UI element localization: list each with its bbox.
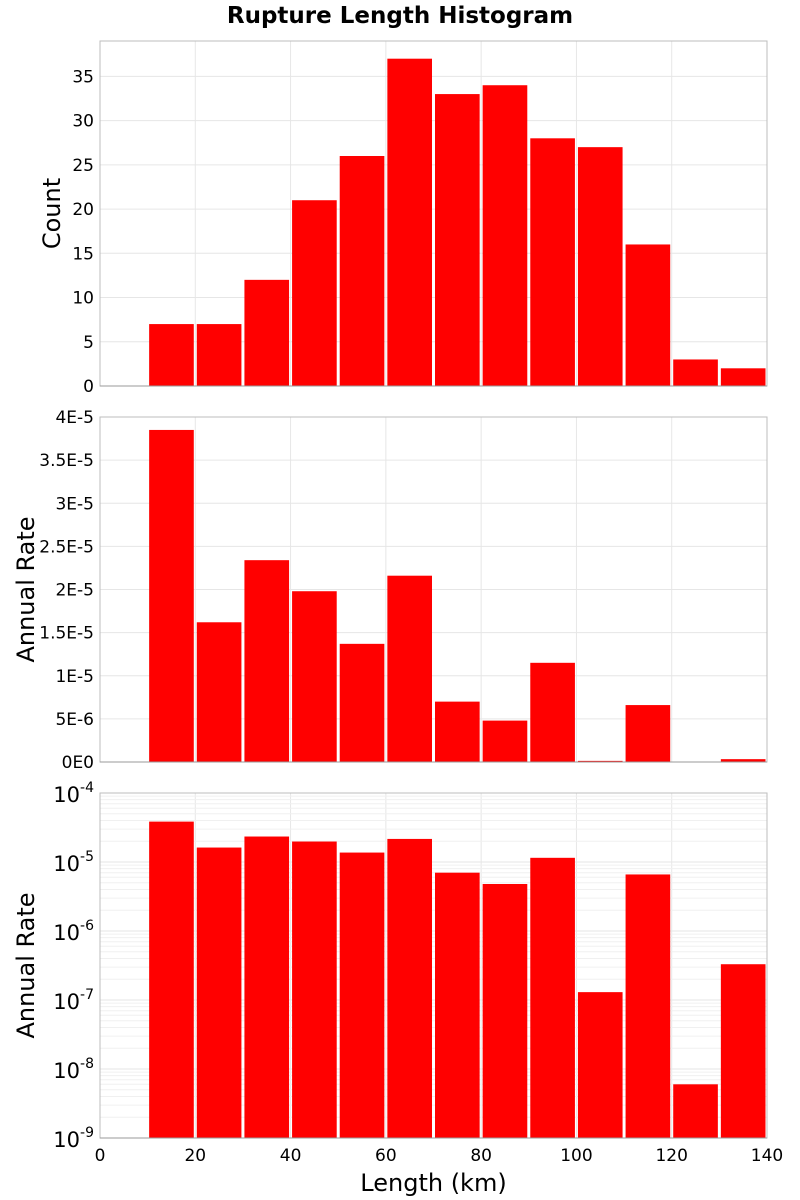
count-panel-grid (100, 41, 767, 386)
x-ticks: 0 20 40 60 80 100 120 140 (95, 1146, 784, 1166)
histogram-bar (720, 964, 766, 1138)
histogram-bar (339, 852, 385, 1138)
histogram-bar (339, 156, 385, 386)
x-tick-label: 80 (470, 1146, 492, 1166)
y-tick-label: 1E-5 (55, 667, 94, 687)
histogram-bar (149, 821, 194, 1138)
histogram-bar (292, 591, 337, 762)
y-axis-label: Annual Rate (12, 516, 40, 662)
y-tick-label: 35 (72, 67, 94, 87)
y-tick-label: 5E-6 (55, 710, 94, 730)
y-tick-label: 0E0 (62, 753, 94, 773)
histogram-bar (625, 705, 671, 762)
histogram-bar (339, 643, 385, 762)
rate-log-panel-bars (149, 821, 766, 1138)
x-tick-label: 100 (560, 1146, 592, 1166)
x-tick-label: 140 (751, 1146, 783, 1166)
rate-linear-panel-bars (149, 429, 766, 762)
histogram-bar (387, 575, 432, 762)
y-tick-label: 15 (72, 244, 94, 264)
count-panel: 0 5 10 15 20 25 30 35 Count (38, 40, 768, 397)
y-tick-label: 10-6 (53, 918, 94, 945)
histogram-bar (244, 279, 290, 386)
histogram-bar (482, 720, 528, 762)
histogram-bar (625, 874, 671, 1138)
x-tick-label: 60 (375, 1146, 397, 1166)
y-tick-label: 1.5E-5 (39, 624, 94, 644)
y-tick-label: 10-8 (53, 1056, 94, 1083)
y-tick-label: 10-5 (53, 849, 94, 876)
histogram-bar (244, 560, 290, 762)
histogram-bar (577, 147, 623, 386)
x-tick-label: 40 (280, 1146, 302, 1166)
histogram-bar (673, 1084, 718, 1138)
y-tick-label: 20 (72, 200, 94, 220)
histogram-bar (577, 992, 623, 1138)
histogram-bar (244, 836, 290, 1138)
histogram-bar (482, 85, 528, 386)
histogram-bar (530, 857, 575, 1138)
y-tick-label: 3.5E-5 (39, 451, 94, 471)
x-tick-label: 20 (184, 1146, 206, 1166)
histogram-bar (387, 58, 432, 386)
y-tick-label: 4E-5 (55, 408, 94, 428)
histogram-bar (387, 838, 432, 1138)
y-tick-label: 2E-5 (55, 581, 94, 601)
x-axis-label: Length (km) (360, 1169, 506, 1197)
histogram-bar (435, 94, 480, 387)
y-tick-label: 10-9 (53, 1125, 94, 1152)
rate-linear-panel: 0E0 5E-6 1E-5 1.5E-5 2E-5 2.5E-5 3E-5 3.5E-5 4E-… (12, 408, 768, 773)
rate-linear-panel-y-ticks: 0E0 5E-6 1E-5 1.5E-5 2E-5 2.5E-5 3E-5 3.5E-5 4E-… (39, 408, 94, 773)
count-panel-y-ticks: 0 5 10 15 20 25 30 35 (72, 67, 94, 397)
y-tick-label: 3E-5 (55, 494, 94, 514)
histogram-bar (720, 368, 766, 386)
rate-log-panel-y-ticks: 10-9 10-8 10-7 10-6 10-5 10-4 (53, 780, 94, 1152)
chart-title: Rupture Length Histogram (227, 3, 573, 29)
histogram-bar (530, 138, 575, 386)
x-tick-label: 0 (95, 1146, 106, 1166)
y-axis-label: Count (38, 178, 66, 249)
histogram-bar (530, 662, 575, 762)
histogram-bar (482, 883, 528, 1138)
rate-log-panel: 10-9 10-8 10-7 10-6 10-5 10-4 Annual Rate 0 20 40… (12, 780, 783, 1197)
histogram-bar (196, 324, 242, 386)
y-tick-label: 25 (72, 156, 94, 176)
histogram-bar (673, 359, 718, 386)
histogram-bar (149, 429, 194, 762)
y-tick-label: 5 (83, 333, 94, 353)
histogram-bar (577, 760, 623, 762)
y-tick-label: 0 (83, 377, 94, 397)
y-tick-label: 10-7 (53, 987, 94, 1014)
y-tick-label: 10 (72, 289, 94, 309)
count-panel-bars (149, 58, 766, 387)
histogram-bar (292, 200, 337, 386)
y-axis-label: Annual Rate (12, 892, 40, 1038)
histogram-bar (196, 622, 242, 762)
x-tick-label: 120 (655, 1146, 687, 1166)
y-tick-label: 2.5E-5 (39, 537, 94, 557)
histogram-bar (196, 847, 242, 1138)
histogram-bar (292, 841, 337, 1138)
histogram-bar (720, 759, 766, 762)
y-tick-label: 10-4 (53, 780, 94, 807)
y-tick-label: 30 (72, 112, 94, 132)
histogram-bar (435, 701, 480, 762)
histogram-bar (149, 324, 194, 386)
histogram-bar (625, 244, 671, 386)
histogram-bar (435, 872, 480, 1138)
